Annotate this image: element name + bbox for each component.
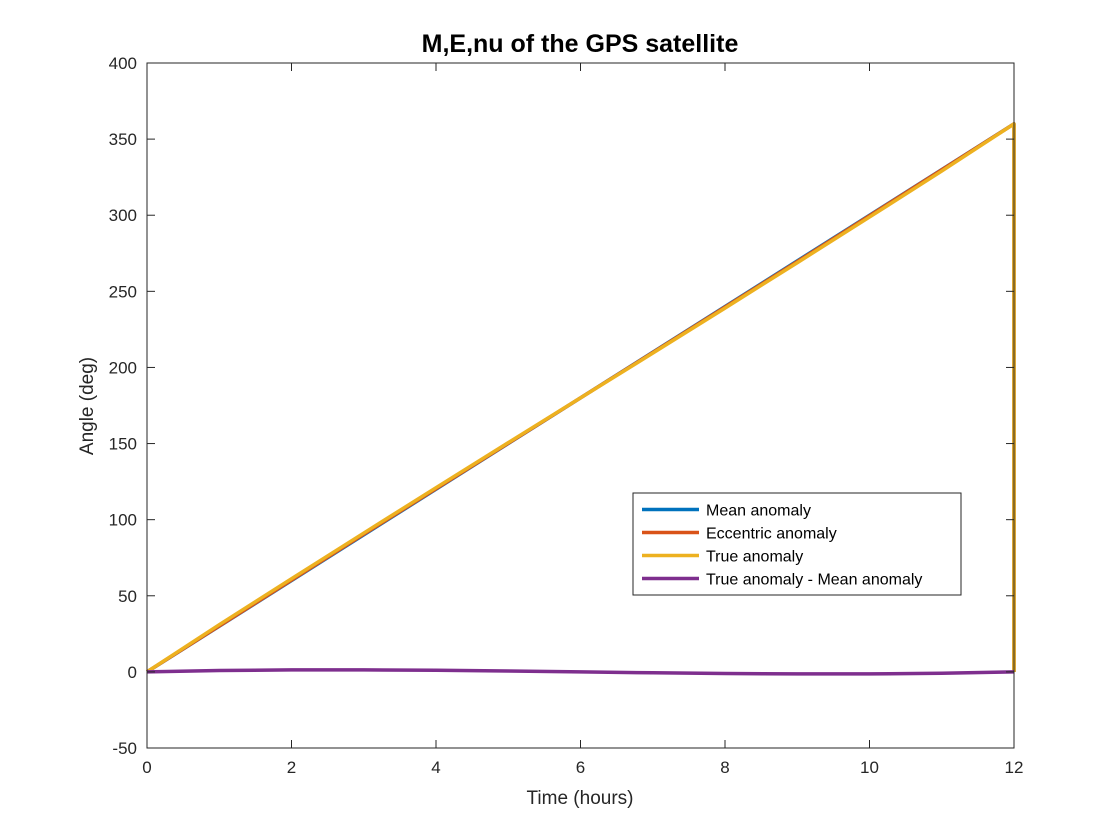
y-tick-label: 0 xyxy=(128,663,137,682)
y-tick-label: 200 xyxy=(109,358,137,377)
y-axis-label: Angle (deg) xyxy=(77,357,98,455)
x-axis-ticks: 0 2 4 6 8 10 12 xyxy=(142,63,1023,777)
legend-entry: True anomaly xyxy=(706,549,803,566)
x-tick-label: 4 xyxy=(431,758,440,777)
legend: Mean anomaly Eccentric anomaly True anomal… xyxy=(632,492,962,596)
x-tick-label: 12 xyxy=(1005,758,1024,777)
y-tick-label: 350 xyxy=(109,130,137,149)
y-tick-label: 250 xyxy=(109,282,137,301)
plot-area xyxy=(147,63,1014,748)
x-tick-label: 10 xyxy=(860,758,879,777)
legend-entry: Mean anomaly xyxy=(706,503,811,520)
x-tick-label: 8 xyxy=(720,758,729,777)
legend-entry: Eccentric anomaly xyxy=(706,526,837,543)
x-tick-label: 0 xyxy=(142,758,151,777)
y-axis-ticks: -50 0 50 100 150 200 250 300 350 400 xyxy=(109,54,1014,758)
y-tick-label: 400 xyxy=(109,54,137,73)
y-tick-label: 100 xyxy=(109,511,137,530)
y-tick-label: -50 xyxy=(112,739,137,758)
legend-entry: True anomaly - Mean anomaly xyxy=(706,572,922,589)
x-tick-label: 2 xyxy=(287,758,296,777)
y-tick-label: 300 xyxy=(109,206,137,225)
series-line-3 xyxy=(146,122,1016,674)
y-tick-label: 150 xyxy=(109,435,137,454)
chart-title: M,E,nu of the GPS satellite xyxy=(422,30,739,58)
series-line-4 xyxy=(146,668,1015,676)
y-tick-label: 50 xyxy=(118,587,137,606)
x-tick-label: 6 xyxy=(576,758,585,777)
x-axis-label: Time (hours) xyxy=(527,788,634,809)
